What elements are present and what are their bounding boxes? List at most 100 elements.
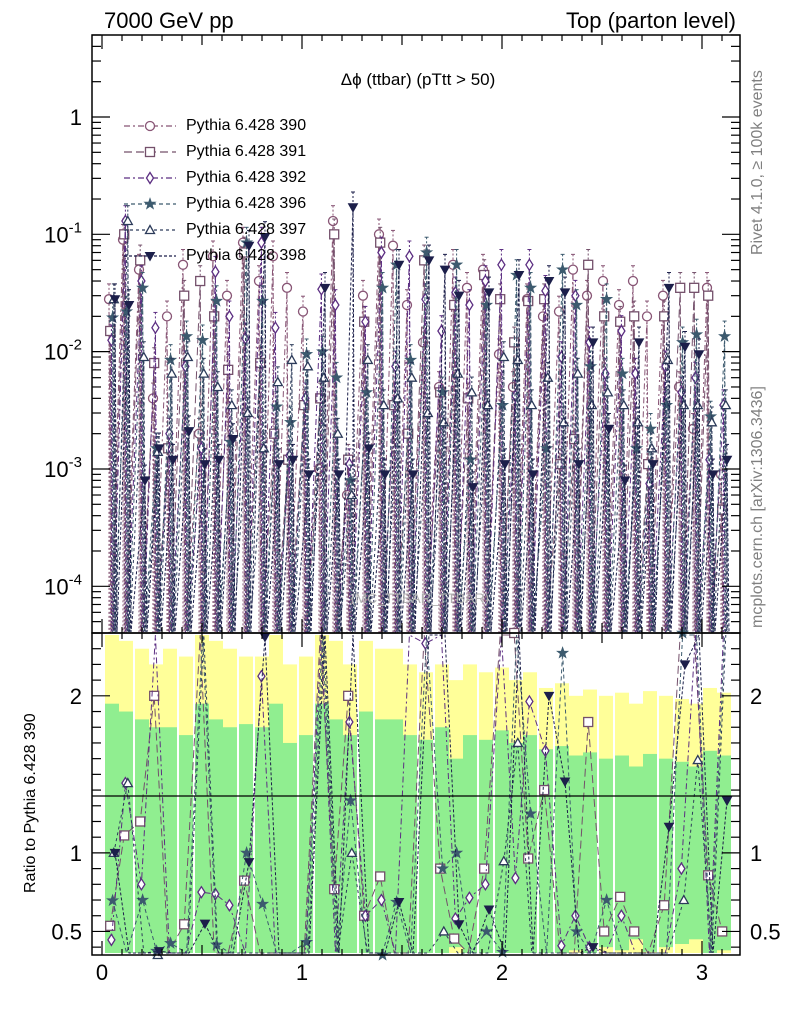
data-point	[573, 460, 585, 470]
data-point	[151, 321, 160, 335]
ratio-point	[512, 737, 524, 748]
data-point	[207, 251, 219, 262]
ratio-point	[436, 861, 450, 875]
data-point	[357, 290, 369, 301]
ratio-band-green	[583, 752, 597, 953]
data-point	[543, 277, 555, 287]
legend-label: Pythia 6.428 397	[186, 221, 307, 238]
data-point	[678, 399, 690, 410]
ratio-point	[525, 694, 534, 709]
ratio-y-tick-label: 0.5	[51, 919, 82, 944]
data-point	[333, 470, 345, 480]
ratio-band-green	[509, 742, 523, 953]
data-point	[302, 360, 314, 371]
rivet-version-label: Rivet 4.1.0, ≥ 100k events	[749, 70, 766, 255]
ratio-line	[114, 634, 728, 955]
legend-item: Pythia 6.428 398	[122, 243, 306, 269]
data-point	[164, 352, 178, 366]
ratio-band-green	[629, 766, 643, 940]
ratio-point	[483, 905, 495, 915]
ratio-point	[539, 784, 550, 796]
data-point	[480, 298, 494, 311]
ratio-point	[393, 897, 405, 908]
data-point	[297, 306, 309, 317]
ratio-point	[570, 924, 584, 938]
data-point	[600, 292, 614, 305]
ratio-point	[600, 893, 614, 906]
ratio-point	[663, 822, 675, 833]
data-point	[570, 298, 584, 311]
ratio-point	[153, 947, 165, 957]
data-point	[467, 483, 479, 493]
ratio-y-tick-label-right: 0.5	[750, 919, 781, 944]
ratio-band-green	[105, 703, 119, 953]
data-point	[138, 351, 150, 362]
ratio-uncertainty-bands	[105, 635, 731, 953]
ratio-point	[617, 909, 626, 923]
data-point	[319, 283, 331, 294]
data-point	[347, 203, 359, 213]
data-point	[327, 215, 339, 227]
series-line	[112, 242, 728, 633]
ratio-y-tick-label-right: 2	[750, 684, 762, 709]
ratio-point	[480, 924, 494, 938]
ratio-band-green	[179, 735, 193, 953]
data-point	[603, 424, 615, 435]
data-point	[331, 298, 340, 312]
data-point	[177, 259, 189, 270]
data-point	[692, 399, 704, 410]
ratio-point	[629, 926, 640, 937]
ratio-point	[197, 885, 206, 899]
ratio-band-green	[463, 735, 477, 953]
data-point	[330, 370, 344, 384]
ratio-line	[110, 634, 724, 954]
data-point	[257, 235, 266, 250]
data-point	[161, 311, 173, 322]
data-point	[199, 460, 211, 470]
ratio-point	[543, 691, 555, 702]
data-point	[587, 338, 599, 348]
data-point	[406, 371, 418, 382]
data-point	[439, 265, 451, 276]
legend-label: Pythia 6.428 392	[186, 169, 307, 186]
data-point	[512, 354, 524, 365]
data-point	[107, 333, 116, 347]
data-point	[182, 351, 194, 362]
ratio-band-green	[283, 742, 297, 953]
data-point	[461, 282, 473, 293]
legend-swatch	[124, 224, 176, 235]
data-point	[253, 275, 265, 287]
header-process-label: Top (parton level)	[566, 8, 736, 33]
data-point	[267, 251, 279, 262]
data-point	[466, 386, 478, 397]
ratio-point	[479, 863, 490, 874]
ratio-y-tick-label: 1	[70, 841, 82, 866]
main-panel-series	[103, 191, 733, 633]
data-point	[303, 470, 315, 480]
y-tick-label: 10-3	[44, 454, 82, 482]
ratio-band-green	[255, 727, 269, 953]
ratio-band-green	[389, 719, 403, 953]
data-point	[269, 428, 280, 439]
ratio-point	[109, 848, 121, 859]
data-point	[597, 275, 609, 287]
data-point	[617, 324, 626, 338]
data-point	[196, 333, 210, 346]
data-point	[679, 342, 691, 353]
data-point	[540, 441, 554, 454]
data-point	[179, 290, 190, 301]
data-point	[420, 245, 434, 259]
legend-marker	[143, 197, 157, 210]
data-point	[627, 275, 639, 287]
data-point	[213, 455, 225, 466]
data-point	[571, 288, 580, 303]
ratio-point	[677, 861, 686, 876]
data-point	[644, 421, 658, 435]
legend-label: Pythia 6.428 398	[186, 247, 307, 264]
data-point	[376, 280, 390, 294]
series-line	[114, 207, 730, 633]
data-point	[272, 376, 284, 387]
legend: Pythia 6.428 390 Pythia 6.428 391 Pythia 6…	[122, 113, 306, 269]
legend-swatch	[124, 171, 176, 185]
ratio-line	[109, 634, 723, 955]
